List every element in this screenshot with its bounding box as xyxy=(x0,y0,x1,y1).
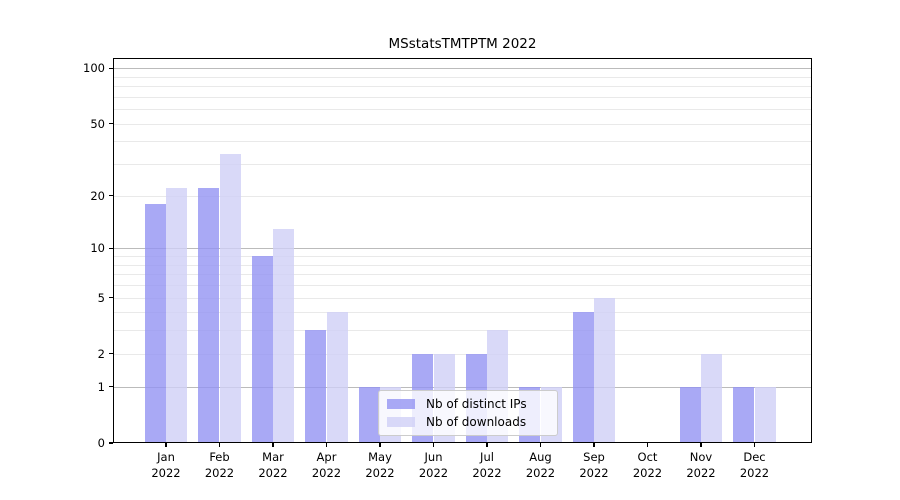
y-tick-label: 50 xyxy=(90,116,105,131)
x-tick-mark xyxy=(218,443,221,447)
x-tick-year: 2022 xyxy=(258,465,288,480)
x-tick-mark xyxy=(165,443,167,447)
y-tick-label: 10 xyxy=(90,241,105,256)
x-tick-year: 2022 xyxy=(311,465,342,480)
gridline-minor xyxy=(113,256,812,257)
bar-sep-downloads xyxy=(594,297,616,443)
gridline-minor xyxy=(113,353,812,355)
x-tick-label-mar: Mar 2022 xyxy=(243,450,303,481)
gridline-minor xyxy=(113,285,812,286)
legend-entry-distinct-ips: Nb of distinct IPs xyxy=(387,397,549,411)
x-tick-year: 2022 xyxy=(739,465,770,480)
x-tick-mark xyxy=(753,443,756,447)
gridline-minor xyxy=(113,123,812,125)
y-tick-mark xyxy=(109,123,113,125)
bar-mar-distinct-ips xyxy=(251,256,273,443)
gridline-minor xyxy=(113,164,812,166)
chart-title: MSstatsTMTPTM 2022 xyxy=(388,36,537,52)
bar-may-distinct-ips xyxy=(358,386,380,443)
bar-sep-distinct-ips xyxy=(572,312,594,443)
legend-label-downloads: Nb of downloads xyxy=(426,415,527,429)
x-tick-label-sep: Sep 2022 xyxy=(564,450,624,481)
bar-jan-downloads xyxy=(166,188,188,443)
x-tick-year: 2022 xyxy=(686,465,716,480)
x-tick-year: 2022 xyxy=(418,465,449,480)
y-tick-mark xyxy=(109,442,113,444)
gridline-minor xyxy=(113,86,812,88)
plot-area xyxy=(113,58,812,443)
gridline-major xyxy=(113,386,812,388)
x-tick-label-jun: Jun 2022 xyxy=(404,450,464,481)
bar-nov-downloads xyxy=(701,353,723,443)
x-tick-mark xyxy=(700,443,702,447)
x-tick-year: 2022 xyxy=(365,465,395,480)
x-tick-year: 2022 xyxy=(204,465,235,480)
gridline-major xyxy=(113,68,812,70)
x-tick-year: 2022 xyxy=(579,465,609,480)
x-tick-label-feb: Feb 2022 xyxy=(190,450,250,481)
gridline-minor xyxy=(113,297,812,299)
x-tick-mark xyxy=(539,443,542,447)
bar-feb-distinct-ips xyxy=(198,188,220,443)
x-tick-year: 2022 xyxy=(151,465,181,480)
x-tick-label-apr: Apr 2022 xyxy=(297,450,357,481)
y-tick-mark xyxy=(109,386,113,388)
gridline-minor xyxy=(113,274,812,276)
gridline-minor xyxy=(113,312,812,314)
bar-apr-downloads xyxy=(326,312,348,443)
gridline-minor xyxy=(113,330,812,332)
x-tick-label-may: May 2022 xyxy=(350,450,410,481)
x-tick-label-jan: Jan 2022 xyxy=(136,450,196,481)
y-tick-mark xyxy=(109,296,113,299)
y-tick-mark xyxy=(109,67,113,69)
bar-feb-downloads xyxy=(219,154,241,443)
y-tick-label: 2 xyxy=(97,346,105,361)
gridline-minor xyxy=(113,141,812,143)
x-tick-mark xyxy=(379,443,381,447)
bar-mar-downloads xyxy=(273,228,295,443)
x-tick-label-oct: Oct 2022 xyxy=(618,450,678,481)
downloads-swatch-icon xyxy=(387,417,415,427)
y-tick-label: 0 xyxy=(97,436,105,450)
y-tick-label: 100 xyxy=(83,61,105,76)
bar-jan-distinct-ips xyxy=(144,203,166,443)
legend: Nb of distinct IPs Nb of downloads xyxy=(378,390,558,436)
bar-dec-downloads xyxy=(754,386,776,443)
y-tick-label: 1 xyxy=(97,379,105,394)
legend-entry-downloads: Nb of downloads xyxy=(387,415,549,429)
bar-apr-distinct-ips xyxy=(305,330,327,443)
gridline-minor xyxy=(113,264,812,266)
x-tick-mark xyxy=(646,443,649,447)
gridline-minor xyxy=(113,195,812,197)
x-tick-mark xyxy=(325,443,328,447)
x-tick-label-aug: Aug 2022 xyxy=(511,450,571,481)
gridline-minor xyxy=(113,109,812,111)
distinct-ips-swatch-icon xyxy=(387,399,415,409)
y-tick-mark xyxy=(109,353,113,355)
x-tick-mark xyxy=(486,443,488,447)
y-tick-mark xyxy=(109,195,113,197)
legend-label-distinct-ips: Nb of distinct IPs xyxy=(426,397,527,411)
x-tick-mark xyxy=(272,443,274,447)
x-tick-year: 2022 xyxy=(525,465,556,480)
gridline-minor xyxy=(113,96,812,98)
gridline-major xyxy=(113,248,812,250)
x-tick-year: 2022 xyxy=(472,465,502,480)
x-tick-label-nov: Nov 2022 xyxy=(671,450,731,481)
y-tick-label: 5 xyxy=(97,290,105,305)
y-tick-label: 20 xyxy=(90,188,105,203)
bar-dec-distinct-ips xyxy=(733,386,755,443)
y-tick-mark xyxy=(109,247,113,249)
x-tick-label-jul: Jul 2022 xyxy=(457,450,517,481)
x-tick-mark xyxy=(432,443,435,447)
x-tick-year: 2022 xyxy=(632,465,663,480)
x-tick-mark xyxy=(593,443,595,447)
bar-nov-distinct-ips xyxy=(679,386,701,443)
x-tick-label-dec: Dec 2022 xyxy=(725,450,785,481)
gridline-minor xyxy=(113,76,812,78)
